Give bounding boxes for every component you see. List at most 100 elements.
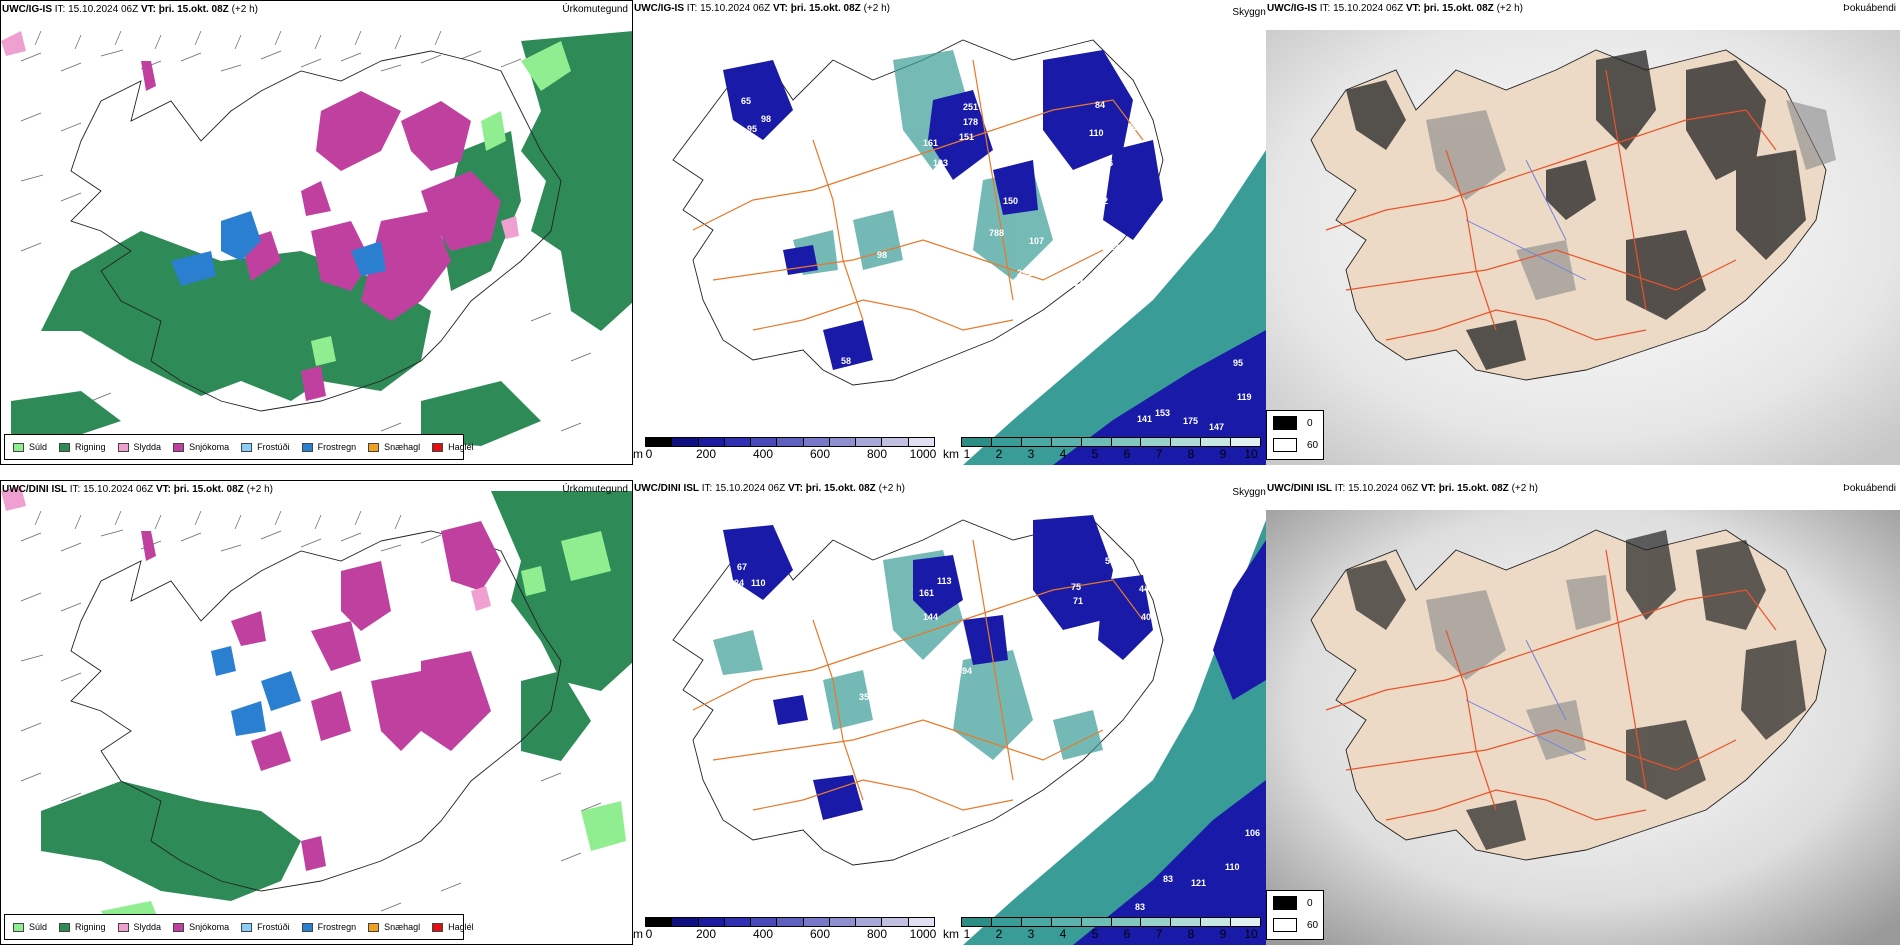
colorbar-tick: 0	[645, 447, 653, 461]
colorbar-tick: 4	[1059, 447, 1067, 461]
road-network	[692, 59, 1144, 331]
colorbar-tick: 3	[1027, 927, 1035, 941]
colorbar-tick: 200	[695, 447, 717, 461]
legend-swatch	[173, 922, 185, 932]
colorbar-gradient	[645, 917, 935, 927]
legend-swatch	[173, 442, 185, 452]
param-title: Þokuábendi	[1843, 3, 1896, 14]
map-value: 71	[909, 346, 919, 356]
map-value: 58	[841, 356, 851, 366]
model-name: UWC/IG-IS	[634, 3, 684, 14]
colorbar-tick: 6	[1123, 927, 1131, 941]
legend-label: Rigning	[75, 922, 106, 932]
map-value: 95	[1233, 358, 1243, 368]
map-value: 144	[923, 612, 938, 622]
vt-value: þri. 15.okt. 08Z	[790, 3, 861, 14]
model-name: UWC/DINI ISL	[2, 484, 67, 495]
it-label: IT:	[701, 483, 713, 494]
vt-value: þri. 15.okt. 08Z	[158, 4, 229, 15]
map-value: 372	[1073, 278, 1088, 288]
precip-legend-bottom: Súld Rigning Slydda Snjókoma Frostúði Fr…	[4, 914, 474, 940]
fog-legend-high: 60	[1307, 439, 1319, 451]
map-value: 98	[761, 114, 771, 124]
iceland-outline	[672, 39, 1164, 386]
it-label: IT:	[69, 484, 81, 495]
fog-patches	[1346, 530, 1806, 850]
cloud-base-colorbar-top: m 0 200 400 600 800 1000	[633, 437, 943, 465]
legend-swatch	[117, 442, 129, 452]
legend-swatch	[13, 922, 24, 932]
rivers	[1465, 159, 1587, 281]
colorbar-tick: 1000	[909, 927, 937, 941]
legend-item: Slydda	[117, 922, 161, 932]
iceland-outline	[672, 519, 1164, 866]
sea-deep-blue	[1053, 330, 1266, 465]
road-network	[1325, 69, 1777, 341]
map-value: 58	[1105, 556, 1115, 566]
precip-type-map-top: UWC/IG-IS IT: 15.10.2024 06Z VT: þri. 15…	[0, 0, 633, 465]
map-value: 151	[959, 132, 974, 142]
precip-type-map-top-svg	[1, 30, 632, 446]
header-bottom-precip: UWC/DINI ISL IT: 15.10.2024 06Z VT: þri.…	[1, 481, 632, 499]
map-value: 224	[1031, 742, 1046, 752]
iceland-outline	[70, 50, 562, 412]
param-title: Úrkomutegund	[562, 4, 628, 15]
wind-barbs	[20, 510, 602, 912]
map-value: 44	[1139, 584, 1149, 594]
map-value: 40	[1141, 612, 1151, 622]
visibility-colorbar-bottom: km 1 2 3 4 5 6 7 8 9 10	[943, 917, 1263, 945]
cloud-visibility-map-bottom: 67 124 110 75 71 58 161 113 44 144 40 90…	[633, 480, 1266, 945]
it-label: IT:	[1334, 483, 1346, 494]
legend-item: Snjókoma	[173, 442, 229, 452]
map-value: 110	[1225, 862, 1240, 872]
map-value: 122	[1093, 196, 1108, 206]
lead-time: (+2 h)	[1511, 483, 1538, 494]
legend-item: Frostúði	[241, 442, 290, 452]
it-value: 15.10.2024 06Z	[83, 484, 154, 495]
it-label: IT:	[54, 4, 66, 15]
low-cloud-patches	[723, 515, 1153, 820]
map-value: 90	[1015, 642, 1025, 652]
colorbar-tick: 2	[995, 927, 1003, 941]
lead-time: (+2 h)	[878, 483, 905, 494]
map-value: 89	[1053, 217, 1063, 227]
map-value: 788	[989, 228, 1004, 238]
model-name: UWC/DINI ISL	[1267, 483, 1332, 494]
map-value: 113	[937, 576, 952, 586]
colorbar-tick: 5	[1091, 927, 1099, 941]
fog-indicator-map-top-svg	[1266, 30, 1900, 465]
vt-label: VT:	[772, 3, 788, 14]
fog-indicator-map-top: UWC/IG-IS IT: 15.10.2024 06Z VT: þri. 15…	[1266, 0, 1900, 465]
map-value: 50	[943, 830, 953, 840]
vt-label: VT:	[155, 484, 171, 495]
colorbar-tick: 800	[866, 447, 888, 461]
map-value: 214	[1073, 232, 1088, 242]
legend-item: Rigning	[59, 442, 106, 452]
map-value: 71	[1073, 596, 1083, 606]
colorbar-tick: 200	[695, 927, 717, 941]
legend-item: Slydda	[117, 442, 161, 452]
legend-swatch	[13, 442, 24, 452]
colorbar-tick: 9	[1219, 447, 1227, 461]
drizzle-areas	[311, 41, 571, 366]
colorbar-tick: 7	[1155, 927, 1163, 941]
map-value: 114	[1083, 214, 1098, 224]
legend-swatch	[301, 922, 313, 932]
colorbar-tick: 800	[866, 927, 888, 941]
model-name: UWC/IG-IS	[2, 4, 52, 15]
map-value: 169	[1039, 664, 1054, 674]
legend-label: Haglél	[448, 442, 474, 452]
colorbar-gradient	[961, 917, 1261, 927]
colorbar-tick: 3	[1027, 447, 1035, 461]
colorbar-tick: 600	[809, 927, 831, 941]
map-value: 107	[1029, 236, 1044, 246]
legend-label: Snjókoma	[189, 442, 230, 452]
legend-swatch	[241, 922, 253, 932]
legend-label: Frostregn	[317, 442, 357, 452]
map-value: 110	[1089, 128, 1104, 138]
map-value: 147	[1209, 422, 1224, 432]
map-value: 26	[881, 680, 891, 690]
legend-swatch	[368, 922, 380, 932]
fog-patches	[1346, 50, 1806, 370]
map-value: 291	[1017, 268, 1032, 278]
